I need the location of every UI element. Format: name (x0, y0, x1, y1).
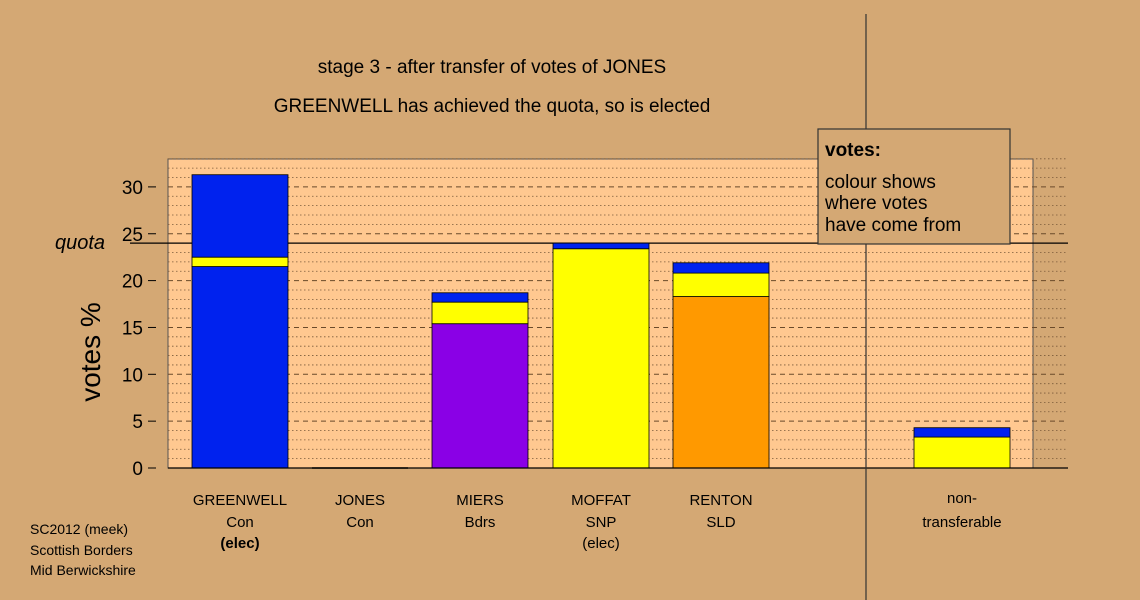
bar-miers-segment-1 (431, 323, 529, 469)
legend-line-2: where votes (824, 193, 927, 214)
bar-moffat-segment-1 (552, 248, 650, 469)
y-tick-label: 25 (122, 225, 143, 246)
x-label-renton-name: RENTON (689, 492, 752, 509)
y-tick-label: 0 (132, 459, 143, 480)
footer-line-3: Mid Berwickshire (30, 562, 136, 578)
x-label-nontransferable-1: non- (947, 490, 977, 507)
chart-title: stage 3 - after transfer of votes of JON… (318, 57, 667, 78)
y-tick-label: 20 (122, 272, 143, 293)
quota-label: quota (55, 232, 105, 254)
y-tick-label: 15 (122, 318, 143, 339)
legend-line-1: colour shows (825, 172, 936, 193)
x-label-greenwell-status: (elec) (220, 535, 259, 552)
x-axis-labels: GREENWELL Con (elec) JONES Con MIERS Bdrs MOFFA… (193, 490, 1002, 552)
x-label-nontransferable-2: transferable (922, 514, 1001, 531)
legend-box (817, 128, 1011, 245)
x-label-jones-name: JONES (335, 492, 385, 509)
legend-line-3: have come from (825, 215, 961, 236)
bar-greenwell-segment-3 (191, 174, 289, 258)
bar-renton-segment-3 (672, 262, 770, 274)
bar-greenwell-segment-1 (191, 266, 289, 469)
bar-nontransferable-segment-2 (913, 427, 1011, 438)
x-label-moffat-status: (elec) (582, 535, 620, 552)
bar-greenwell-segment-2 (191, 256, 289, 267)
x-label-renton-party: SLD (706, 514, 735, 531)
bars (191, 174, 1011, 469)
x-label-miers-party: Bdrs (465, 514, 496, 531)
y-tick-label: 30 (122, 178, 143, 199)
bar-miers-segment-2 (431, 301, 529, 325)
y-axis: 0 5 10 15 20 25 30 (122, 178, 156, 480)
y-tick-label: 10 (122, 365, 143, 386)
bar-miers-segment-3 (431, 292, 529, 303)
bar-renton-segment-2 (672, 272, 770, 297)
y-axis-label: votes % (75, 302, 106, 402)
bar-nontransferable-segment-1 (913, 436, 1011, 469)
legend: votes: colour shows where votes have com… (817, 128, 1011, 245)
bar-moffat-segment-2 (552, 242, 650, 250)
y-tick-label: 5 (132, 412, 143, 433)
footer-line-2: Scottish Borders (30, 542, 133, 558)
x-label-miers-name: MIERS (456, 492, 504, 509)
x-label-greenwell-name: GREENWELL (193, 492, 287, 509)
chart-subtitle: GREENWELL has achieved the quota, so is … (274, 96, 711, 117)
legend-title: votes: (825, 140, 881, 161)
bar-renton-segment-1 (672, 296, 770, 469)
x-label-jones-party: Con (346, 514, 374, 531)
footer-line-1: SC2012 (meek) (30, 521, 128, 537)
x-label-moffat-name: MOFFAT (571, 492, 631, 509)
x-label-greenwell-party: Con (226, 514, 254, 531)
x-label-moffat-party: SNP (586, 514, 617, 531)
